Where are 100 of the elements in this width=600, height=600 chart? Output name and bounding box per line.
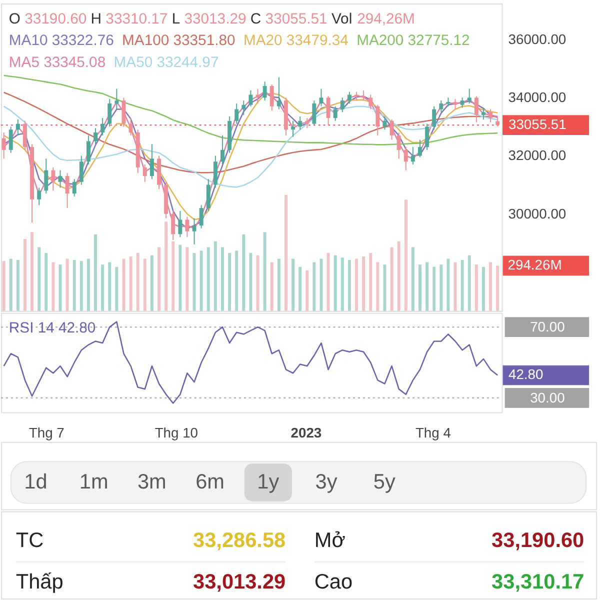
y-tick-label: 32000.00	[508, 147, 566, 164]
category-label: 6m	[196, 470, 225, 494]
bar	[369, 252, 372, 311]
category-label: Mở	[314, 528, 346, 552]
bar	[242, 234, 246, 311]
candlestick	[262, 81, 267, 102]
text: O 33190.60 H 33310.17 L 33013.29 C 33055.51 Vol 294,26M	[8, 11, 415, 28]
candlestick	[8, 126, 13, 154]
bar	[263, 232, 266, 311]
bar	[192, 252, 196, 311]
bar	[390, 247, 394, 311]
candlestick	[220, 134, 224, 165]
candlestick	[333, 106, 338, 122]
candlestick	[242, 100, 246, 116]
bar	[306, 270, 309, 311]
bar	[460, 260, 464, 311]
candlestick	[362, 90, 366, 102]
candlestick	[108, 98, 112, 128]
bar	[122, 258, 126, 311]
candlestick	[256, 88, 260, 104]
bar	[270, 262, 274, 311]
candlestick	[382, 116, 387, 130]
x-tick-label: Thg 7	[28, 424, 65, 440]
category-label: TC	[16, 528, 44, 552]
bar	[426, 262, 429, 311]
candlestick	[312, 100, 316, 126]
bar	[397, 241, 400, 311]
bar	[496, 266, 500, 311]
bar	[334, 255, 337, 311]
bar	[446, 258, 450, 311]
candlestick	[474, 96, 478, 123]
bar	[172, 241, 175, 311]
bar	[362, 256, 366, 311]
x-tick-label: Thg 10	[154, 424, 198, 440]
candlestick	[100, 117, 105, 136]
bar	[326, 252, 330, 311]
bar	[440, 264, 443, 311]
candlestick	[488, 108, 493, 123]
bar	[72, 260, 76, 311]
bar	[101, 264, 104, 311]
bar	[376, 262, 380, 311]
bar	[383, 264, 386, 311]
text: 294.26M	[508, 256, 562, 273]
bar	[206, 247, 210, 311]
candlestick	[234, 102, 239, 124]
bar	[186, 247, 189, 311]
candlestick	[206, 178, 210, 212]
y-tick-label: 36000.00	[508, 30, 566, 47]
candlestick	[142, 164, 147, 182]
bar	[228, 252, 232, 311]
bar	[44, 252, 48, 311]
candlestick	[276, 76, 281, 110]
candlestick	[270, 84, 274, 112]
candlestick	[86, 134, 90, 165]
bar	[340, 258, 344, 311]
bar	[158, 247, 160, 311]
bar	[292, 258, 295, 311]
bar	[38, 247, 41, 311]
candlestick	[72, 178, 76, 197]
candlestick	[404, 146, 408, 171]
bar	[220, 247, 224, 311]
bar	[86, 258, 90, 311]
bar	[23, 239, 26, 311]
line-series	[3, 321, 498, 404]
bar	[16, 260, 20, 311]
category-label: Thấp	[16, 570, 64, 594]
candlestick	[410, 146, 415, 165]
candlestick	[199, 204, 204, 229]
bar	[454, 262, 457, 311]
candlestick	[439, 100, 444, 113]
bar	[178, 244, 182, 311]
bar	[404, 200, 408, 311]
category-label: 1y	[257, 470, 280, 494]
candlestick	[305, 117, 310, 129]
category-label: 1m	[79, 470, 108, 494]
bar	[312, 262, 316, 311]
annotation: 42.80	[508, 366, 544, 382]
bar	[474, 264, 478, 311]
candlestick	[128, 117, 133, 136]
candlestick	[16, 118, 20, 136]
candlestick	[432, 106, 436, 130]
text: MA50 33244.97	[114, 54, 219, 71]
category-label: 1d	[24, 470, 48, 494]
bar	[150, 255, 154, 311]
text: 33,286.58	[193, 528, 286, 552]
category-label: 3y	[315, 470, 338, 494]
bar	[30, 232, 34, 311]
candlestick	[150, 144, 154, 180]
candlestick	[376, 104, 380, 136]
candlestick	[65, 172, 70, 209]
bar	[468, 255, 471, 311]
candlestick	[37, 187, 42, 206]
candlestick	[481, 107, 486, 120]
candlestick	[467, 88, 472, 104]
candlestick	[326, 96, 330, 126]
bar	[411, 247, 414, 311]
y-tick-label: 30.00	[530, 389, 566, 406]
text: MA10 33322.76	[8, 33, 114, 50]
text: 33,013.29	[193, 570, 286, 594]
bar	[94, 234, 97, 311]
